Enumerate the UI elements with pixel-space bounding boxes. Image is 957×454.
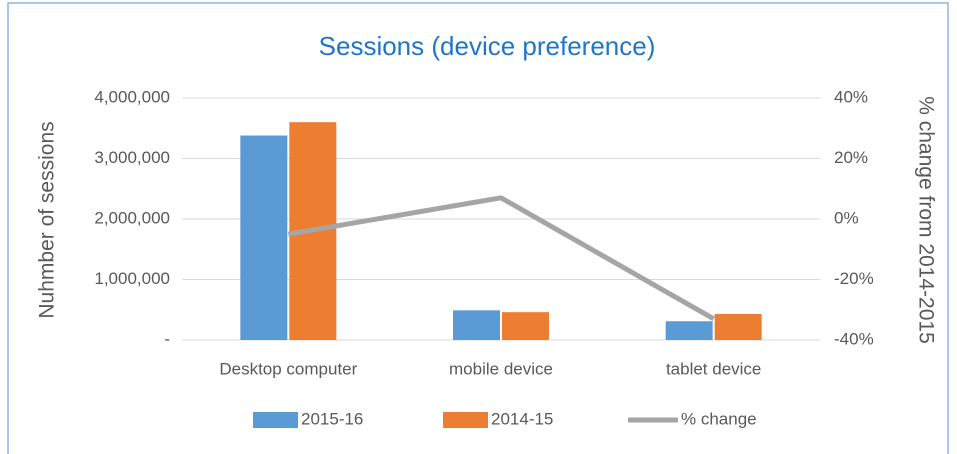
y-tick-label: 3,000,000 [94,148,170,167]
y2-tick-label: 20% [834,148,868,167]
x-tick-label: Desktop computer [219,359,357,378]
bar [714,313,762,340]
legend-label: % change [681,409,757,428]
bar [502,312,549,340]
y-tick-label: - [164,329,170,348]
legend-label: 2015-16 [301,409,363,428]
y2-tick-label: 40% [834,87,868,106]
y-tick-label: 2,000,000 [94,208,170,227]
chart-border [7,2,949,454]
chart-title: Sessions (device preference) [319,31,656,61]
y2-tick-label: -40% [834,329,874,348]
y2-tick-label: -20% [834,269,874,288]
y-tick-label: 1,000,000 [94,269,170,288]
y2-tick-label: 0% [834,208,859,227]
y-axis-title: Nuhmber of sessions [36,121,59,318]
bar [665,321,713,340]
x-tick-label: mobile device [449,359,553,378]
legend-swatch [443,412,488,428]
bar [240,135,288,340]
y2-axis-title: % change from 2014-2015 [914,96,937,344]
legend-swatch [253,412,298,428]
x-tick-label: tablet device [666,359,761,378]
bar [453,310,500,340]
legend-label: 2014-15 [491,409,553,428]
line [287,195,715,321]
y-tick-label: 4,000,000 [94,87,170,106]
